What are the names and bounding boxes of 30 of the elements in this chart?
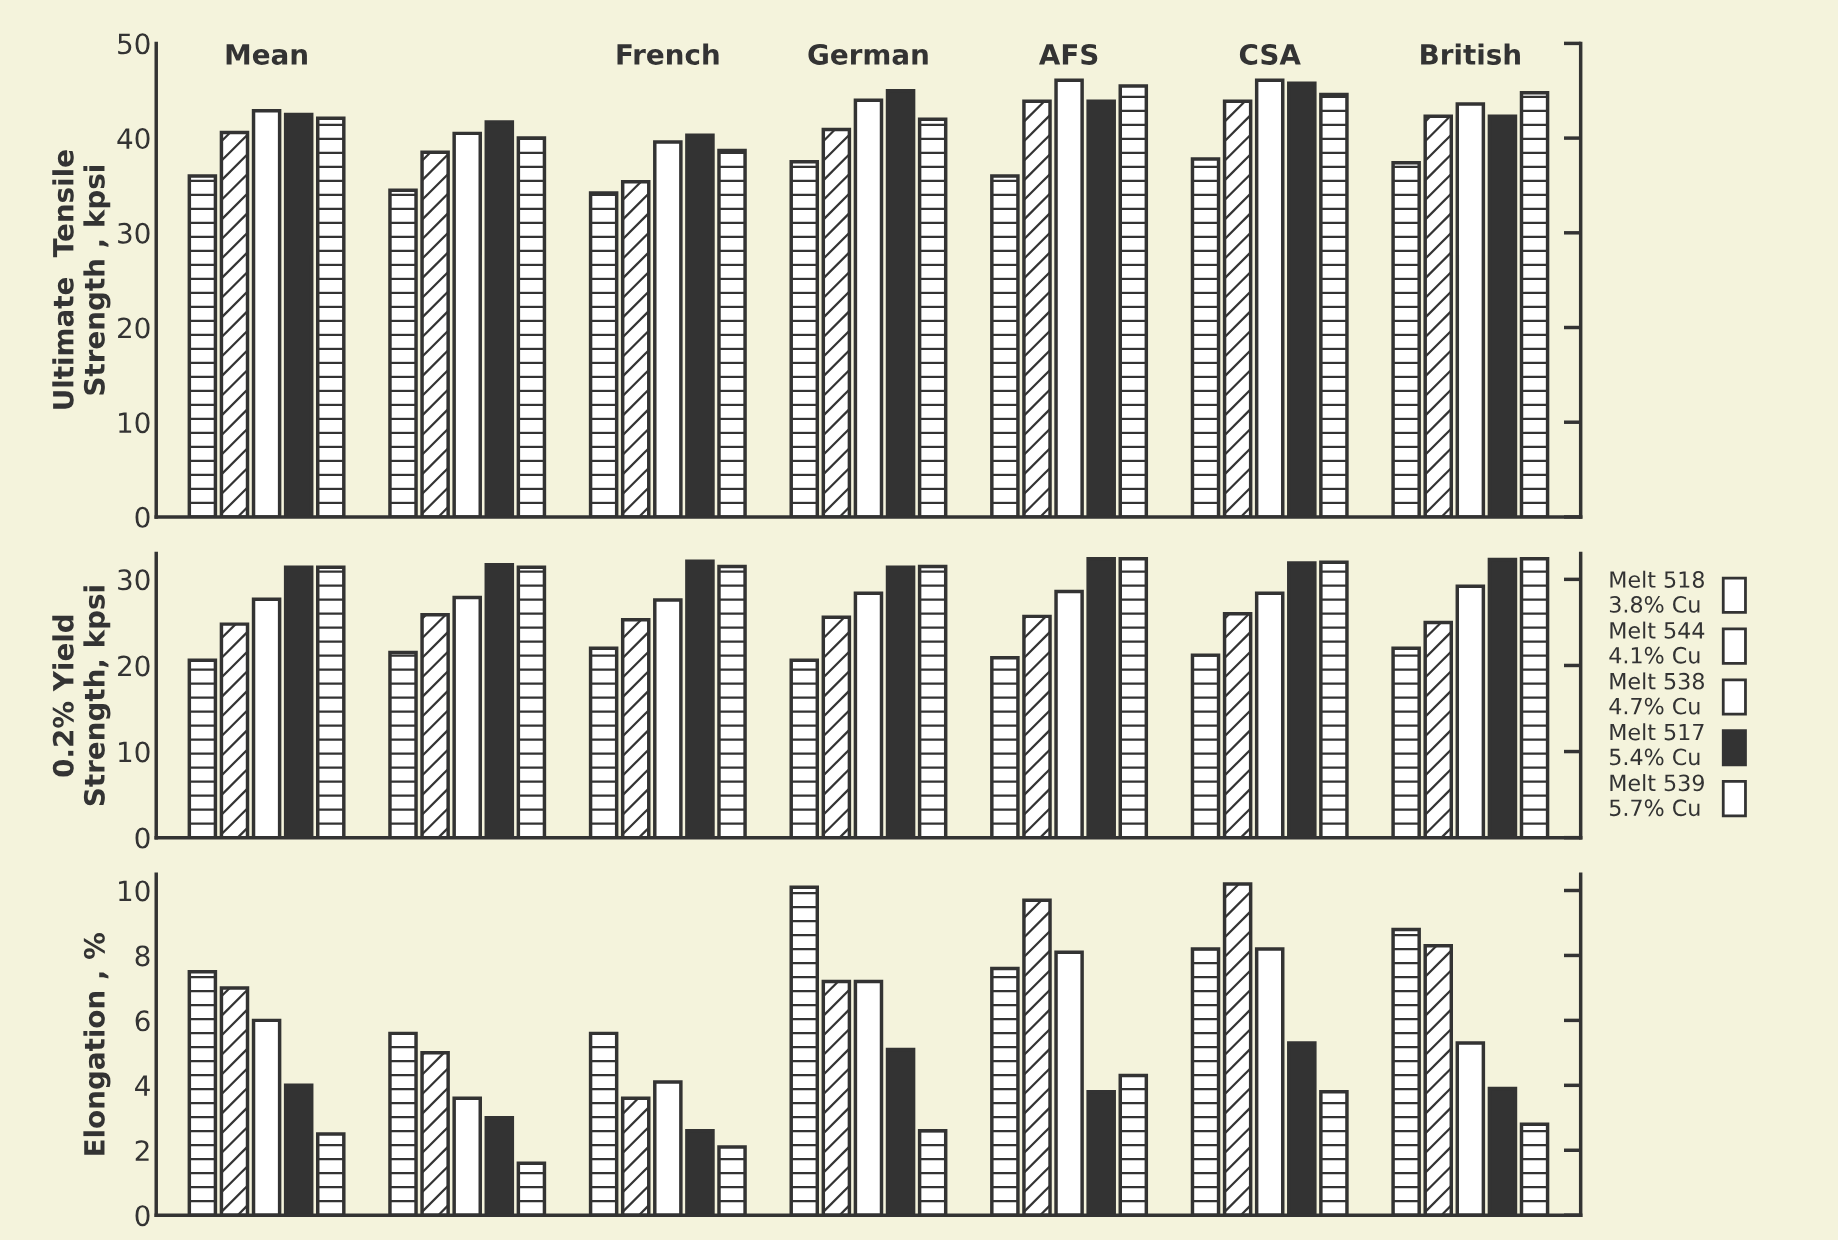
y-tick-label: 10 <box>119 412 150 434</box>
y-axis-title: 0.2% Yield Strength, kpsi <box>52 586 111 806</box>
y-tick-label: 20 <box>118 655 150 677</box>
x-tick-label: British <box>1421 43 1520 65</box>
y-tick-label: 50 <box>118 33 150 55</box>
y-tick-label: 30 <box>118 222 150 244</box>
legend-label: Melt 544 4.1% Cu <box>1609 621 1705 664</box>
y-tick-label: 20 <box>118 317 150 339</box>
y-tick-label: 0 <box>135 827 150 849</box>
x-tick-label: German <box>808 43 928 65</box>
x-tick-label: CSA <box>1239 43 1301 65</box>
y-tick-label: 30 <box>118 569 150 591</box>
x-tick-label: Mean <box>226 44 307 65</box>
y-tick-label: 6 <box>135 1010 150 1032</box>
legend-label: Melt 517 5.4% Cu <box>1609 723 1704 766</box>
legend-label: Melt 538 4.7% Cu <box>1609 672 1704 715</box>
y-axis-title: Elongation , % <box>83 932 111 1155</box>
y-tick-label: 4 <box>135 1075 150 1096</box>
y-axis-title: Ultimate Tensile Strength , kpsi <box>52 150 111 409</box>
y-tick-label: 10 <box>119 880 150 902</box>
y-tick-label: 2 <box>135 1140 149 1161</box>
legend-label: Melt 518 3.8% Cu <box>1609 570 1704 613</box>
legend-label: Melt 539 5.7% Cu <box>1609 774 1704 817</box>
y-tick-label: 0 <box>135 506 150 528</box>
y-tick-label: 10 <box>119 741 150 763</box>
x-tick-label: AFS <box>1038 43 1098 65</box>
x-tick-label: French <box>617 43 719 65</box>
y-tick-label: 0 <box>135 1205 150 1227</box>
y-tick-label: 40 <box>117 128 150 150</box>
y-tick-label: 8 <box>135 945 150 967</box>
